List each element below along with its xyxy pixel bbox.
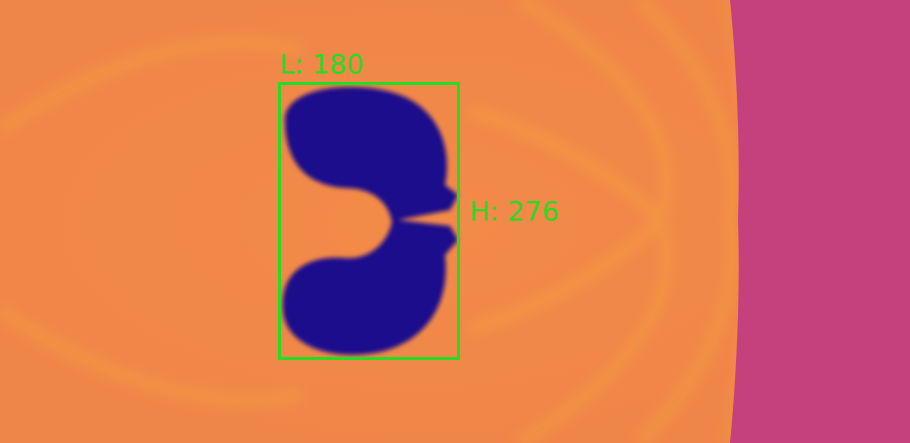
dense-region [730,0,910,443]
length-label: L: 180 [280,50,364,81]
shock-fronts [0,0,738,443]
height-label: H: 276 [470,197,560,228]
bubble [282,87,458,355]
bounding-box [278,82,460,360]
